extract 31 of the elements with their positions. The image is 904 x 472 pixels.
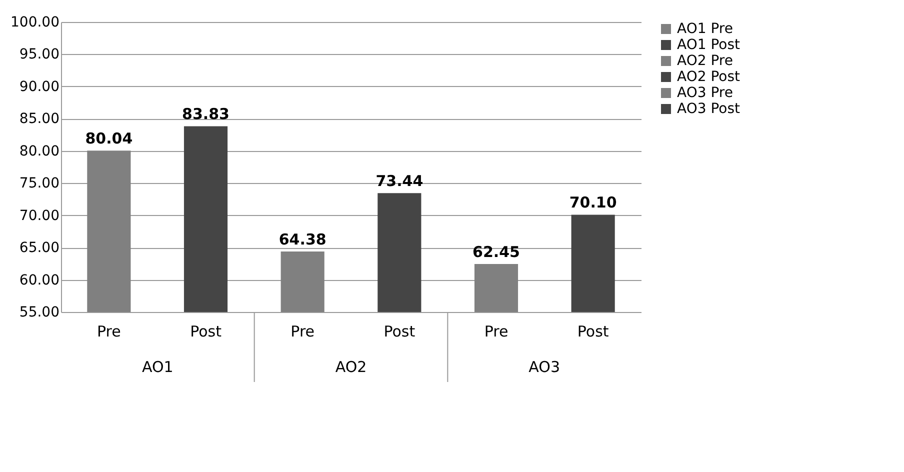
x-tick-label: Post — [384, 322, 416, 340]
data-label: 70.10 — [569, 194, 617, 212]
text: AO1 — [142, 358, 174, 376]
y-tick-label: 80.00 — [19, 143, 60, 160]
legend-label: AO2 Pre — [677, 53, 733, 69]
x-tick-label: Pre — [97, 322, 121, 340]
text: AO2 — [335, 358, 367, 376]
legend-label: AO1 Pre — [677, 21, 733, 37]
legend-label: AO3 Pre — [677, 85, 733, 101]
legend-label: AO2 Post — [677, 69, 741, 85]
data-label: 64.38 — [278, 230, 326, 249]
x-tick-label: Pre — [484, 322, 508, 340]
y-tick-label: 90.00 — [19, 78, 60, 95]
legend-label: AO1 Post — [677, 37, 741, 53]
y-tick-label: 70.00 — [19, 208, 60, 224]
x-tick-label: Post — [190, 322, 222, 340]
y-tick-label: 55.00 — [19, 304, 60, 320]
text: AO3 — [528, 358, 560, 376]
data-label: 83.83 — [182, 105, 230, 124]
x-tick-label: Post — [577, 322, 609, 340]
y-tick-label: 95.00 — [19, 46, 60, 63]
y-tick-label: 85.00 — [19, 111, 60, 128]
y-tick-label: 75.00 — [19, 176, 60, 192]
data-label: 80.04 — [85, 130, 133, 148]
data-label: 73.44 — [376, 172, 424, 190]
y-tick-label: 100.00 — [10, 14, 60, 30]
y-tick-label: 65.00 — [19, 240, 60, 256]
y-tick-label: 60.00 — [19, 272, 60, 288]
x-tick-label: Pre — [290, 322, 315, 340]
legend-label: AO3 Post — [677, 101, 741, 117]
data-label: 62.45 — [472, 242, 520, 261]
